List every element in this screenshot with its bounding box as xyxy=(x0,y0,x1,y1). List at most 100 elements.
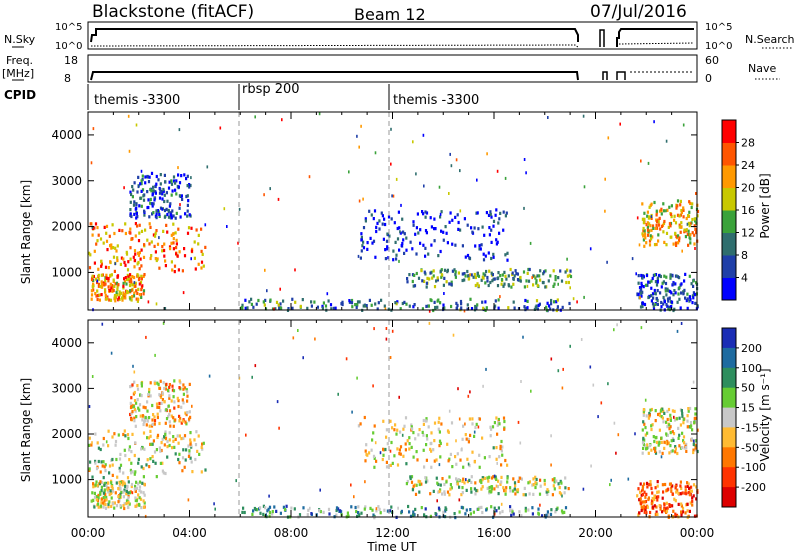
velocity-cell xyxy=(461,447,463,451)
velocity-cell xyxy=(477,425,480,429)
velocity-cell xyxy=(516,488,520,492)
power-cell xyxy=(152,202,155,206)
velocity-cell xyxy=(645,414,648,418)
power-cell xyxy=(175,192,178,196)
velocity-cell xyxy=(182,392,185,396)
velocity-cell xyxy=(667,514,670,518)
velocity-cell xyxy=(373,456,376,460)
velocity-cell xyxy=(642,446,645,450)
velocity-cell xyxy=(95,480,98,484)
freq-unit: [MHz] xyxy=(2,67,34,80)
velocity-cell xyxy=(663,446,666,450)
power-cell xyxy=(692,296,695,300)
velocity-cell xyxy=(461,479,464,483)
power-cell xyxy=(433,300,436,304)
power-cell xyxy=(646,233,650,237)
velocity-cell xyxy=(405,462,408,466)
power-cell xyxy=(383,304,386,308)
velocity-cell xyxy=(648,444,652,448)
velocity-cell xyxy=(654,409,657,413)
power-cell xyxy=(477,274,481,278)
velocity-cell xyxy=(637,513,640,517)
velocity-cell xyxy=(136,503,139,507)
power-cell xyxy=(108,234,111,238)
power-cell xyxy=(175,211,178,215)
velocity-cell xyxy=(151,455,154,459)
velocity-cell xyxy=(471,450,474,454)
velocity-cell xyxy=(159,395,163,399)
power-cell xyxy=(514,269,517,273)
power-cell xyxy=(670,212,673,216)
power-cell xyxy=(138,251,141,255)
power-cell xyxy=(557,282,559,286)
power-cell xyxy=(133,265,136,269)
power-cell xyxy=(170,233,173,237)
power-cell xyxy=(321,306,324,310)
velocity-cell xyxy=(178,419,181,423)
power-cell xyxy=(104,290,107,294)
velocity-cell xyxy=(174,418,177,422)
power-cell xyxy=(510,285,513,289)
power-cell xyxy=(153,244,156,248)
power-scatter xyxy=(88,112,700,313)
power-cell xyxy=(133,181,136,185)
velocity-cell xyxy=(285,504,288,508)
power-cell xyxy=(455,306,459,311)
velocity-cell xyxy=(152,459,155,463)
power-cell xyxy=(147,180,151,184)
power-cell xyxy=(660,300,663,305)
velocity-cell xyxy=(101,464,104,468)
velocity-cell xyxy=(377,505,380,509)
power-cell xyxy=(475,306,478,310)
power-cell xyxy=(440,229,443,233)
power-cell xyxy=(88,251,91,255)
velocity-cell xyxy=(372,384,374,388)
power-cell xyxy=(682,208,685,212)
power-cell xyxy=(133,258,137,263)
velocity-cell xyxy=(177,399,180,403)
velocity-cell xyxy=(398,395,400,399)
power-cell xyxy=(180,194,183,198)
velocity-cell xyxy=(429,447,432,451)
power-cell xyxy=(641,301,644,305)
velocity-cell xyxy=(497,417,500,422)
power-cell xyxy=(154,231,157,235)
velocity-cell xyxy=(146,458,149,462)
velocity-cell xyxy=(472,510,475,514)
power-cell xyxy=(489,212,492,217)
power-cell xyxy=(163,199,166,204)
power-cell xyxy=(134,284,137,288)
power-cell xyxy=(416,212,419,216)
velocity-cell xyxy=(373,465,376,469)
velocity-cell xyxy=(91,375,94,378)
velocity-cell xyxy=(429,514,432,518)
velocity-cell xyxy=(88,405,91,408)
power-cell xyxy=(175,252,178,256)
velocity-cell xyxy=(689,489,692,493)
freq-panel: Freq. [MHz] 18 8 60 0 Nave xyxy=(2,54,780,85)
velocity-cell xyxy=(335,513,338,517)
power-cell xyxy=(542,281,545,285)
velocity-cell xyxy=(127,501,130,505)
power-cell xyxy=(191,247,194,251)
velocity-cell xyxy=(393,454,396,458)
velocity-cell xyxy=(149,457,152,461)
velocity-cell xyxy=(669,413,672,417)
power-cell xyxy=(310,300,313,304)
power-cell xyxy=(373,209,377,213)
velocity-cell xyxy=(146,419,149,423)
power-cell xyxy=(133,275,136,280)
power-cell xyxy=(495,242,498,246)
date-title: 07/Jul/2016 xyxy=(590,2,687,22)
power-cell xyxy=(680,291,683,295)
power-cell xyxy=(642,234,645,238)
power-cell xyxy=(170,260,173,264)
power-cell xyxy=(152,211,155,215)
velocity-cell xyxy=(439,441,442,445)
power-cell xyxy=(451,269,454,273)
power-cell xyxy=(140,182,143,186)
velocity-cell xyxy=(302,356,304,360)
power-cell xyxy=(380,298,383,302)
power-cell xyxy=(638,243,641,247)
power-cell xyxy=(479,247,482,251)
